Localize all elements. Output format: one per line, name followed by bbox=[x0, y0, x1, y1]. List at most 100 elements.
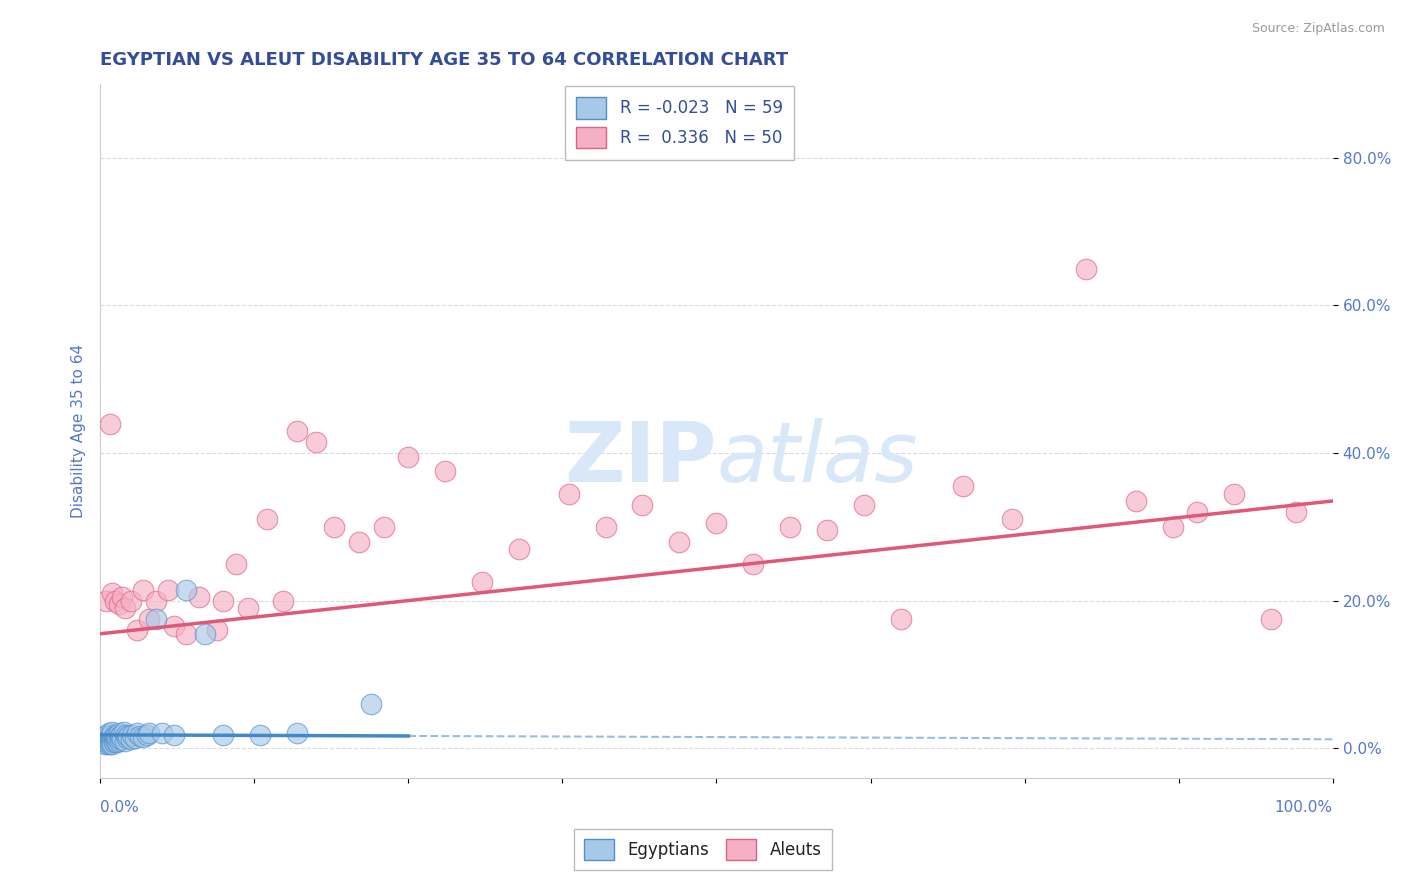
Point bbox=[120, 593, 142, 607]
Point bbox=[117, 731, 139, 745]
Point bbox=[508, 541, 530, 556]
Point bbox=[101, 725, 124, 739]
Point bbox=[176, 627, 198, 641]
Point bbox=[557, 486, 579, 500]
Point bbox=[952, 479, 974, 493]
Point bbox=[104, 732, 127, 747]
Point bbox=[207, 623, 229, 637]
Point bbox=[114, 733, 136, 747]
Point bbox=[396, 450, 419, 464]
Point bbox=[104, 728, 127, 742]
Point bbox=[96, 738, 118, 752]
Text: 100.0%: 100.0% bbox=[1275, 800, 1333, 814]
Point bbox=[136, 728, 159, 742]
Point bbox=[176, 582, 198, 597]
Point bbox=[706, 516, 728, 530]
Point bbox=[103, 735, 125, 749]
Point bbox=[1260, 612, 1282, 626]
Point bbox=[742, 557, 765, 571]
Point bbox=[815, 524, 838, 538]
Point bbox=[285, 726, 308, 740]
Point bbox=[132, 582, 155, 597]
Point bbox=[105, 735, 128, 749]
Point bbox=[434, 465, 457, 479]
Point bbox=[96, 733, 118, 747]
Point bbox=[127, 623, 149, 637]
Text: Source: ZipAtlas.com: Source: ZipAtlas.com bbox=[1251, 22, 1385, 36]
Point bbox=[108, 729, 131, 743]
Point bbox=[98, 417, 121, 431]
Point bbox=[668, 534, 690, 549]
Point bbox=[96, 730, 118, 744]
Point bbox=[595, 520, 617, 534]
Point bbox=[101, 731, 124, 745]
Point bbox=[100, 728, 122, 742]
Point bbox=[471, 575, 494, 590]
Point bbox=[121, 728, 143, 742]
Legend: Egyptians, Aleuts: Egyptians, Aleuts bbox=[575, 829, 831, 871]
Point bbox=[1125, 494, 1147, 508]
Point bbox=[103, 733, 125, 747]
Point bbox=[132, 730, 155, 744]
Text: atlas: atlas bbox=[717, 418, 918, 500]
Point bbox=[163, 728, 186, 742]
Point bbox=[156, 582, 179, 597]
Point bbox=[124, 731, 146, 745]
Point bbox=[97, 726, 120, 740]
Point bbox=[285, 424, 308, 438]
Point bbox=[212, 593, 235, 607]
Point bbox=[107, 597, 129, 611]
Point bbox=[127, 726, 149, 740]
Point bbox=[93, 733, 115, 747]
Point bbox=[236, 601, 259, 615]
Text: 0.0%: 0.0% bbox=[100, 800, 139, 814]
Point bbox=[98, 729, 121, 743]
Point bbox=[631, 498, 654, 512]
Point bbox=[100, 732, 122, 747]
Point bbox=[94, 738, 117, 752]
Point bbox=[194, 627, 217, 641]
Point bbox=[98, 737, 121, 751]
Point bbox=[256, 512, 278, 526]
Point bbox=[94, 730, 117, 744]
Point bbox=[249, 728, 271, 742]
Point bbox=[120, 732, 142, 747]
Point bbox=[98, 733, 121, 747]
Point bbox=[110, 728, 132, 742]
Point bbox=[145, 593, 167, 607]
Point bbox=[187, 590, 209, 604]
Point bbox=[1161, 520, 1184, 534]
Point bbox=[128, 729, 150, 743]
Point bbox=[225, 557, 247, 571]
Point bbox=[138, 612, 160, 626]
Point bbox=[105, 731, 128, 745]
Point bbox=[212, 728, 235, 742]
Point bbox=[97, 732, 120, 747]
Point bbox=[145, 612, 167, 626]
Text: EGYPTIAN VS ALEUT DISABILITY AGE 35 TO 64 CORRELATION CHART: EGYPTIAN VS ALEUT DISABILITY AGE 35 TO 6… bbox=[100, 51, 789, 69]
Point bbox=[373, 520, 395, 534]
Point bbox=[1223, 486, 1246, 500]
Point bbox=[100, 735, 122, 749]
Point bbox=[150, 726, 173, 740]
Point bbox=[101, 737, 124, 751]
Point bbox=[107, 733, 129, 747]
Point bbox=[107, 726, 129, 740]
Point bbox=[97, 735, 120, 749]
Legend: R = -0.023   N = 59, R =  0.336   N = 50: R = -0.023 N = 59, R = 0.336 N = 50 bbox=[565, 86, 794, 160]
Point bbox=[96, 732, 118, 747]
Point bbox=[101, 586, 124, 600]
Point bbox=[103, 730, 125, 744]
Point bbox=[115, 728, 138, 742]
Point bbox=[305, 434, 328, 449]
Point bbox=[96, 735, 118, 749]
Point bbox=[853, 498, 876, 512]
Point bbox=[96, 593, 118, 607]
Point bbox=[323, 520, 346, 534]
Point bbox=[360, 697, 382, 711]
Point bbox=[105, 733, 128, 747]
Point bbox=[111, 590, 134, 604]
Point bbox=[1185, 505, 1208, 519]
Point bbox=[271, 593, 294, 607]
Point bbox=[779, 520, 801, 534]
